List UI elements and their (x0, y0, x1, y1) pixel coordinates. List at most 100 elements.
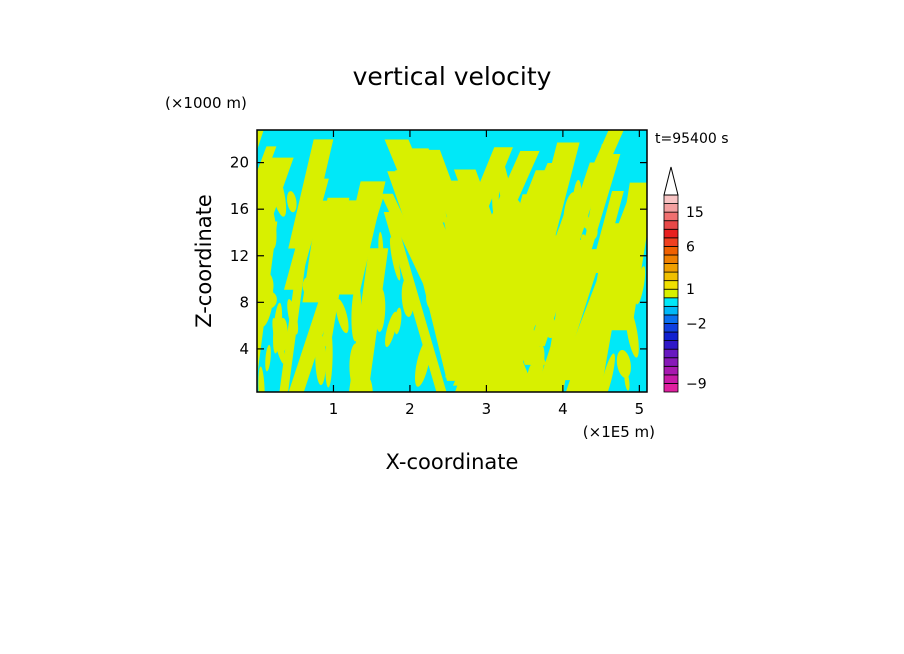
positive-contour-region (530, 337, 536, 359)
positive-contour-region (586, 305, 601, 336)
positive-contour-region (414, 339, 431, 387)
x-unit-label: (×1E5 m) (583, 423, 655, 441)
colorbar-swatch (663, 374, 679, 384)
positive-contour-region (573, 267, 580, 287)
positive-contour-region (257, 202, 267, 229)
positive-contour-region (317, 216, 323, 248)
positive-contour-region (258, 366, 265, 392)
x-tick-label: 3 (482, 400, 492, 418)
positive-contour-region (378, 231, 384, 265)
positive-contour-region (349, 343, 363, 390)
positive-contour-region (302, 200, 343, 303)
positive-contour-region (480, 371, 488, 389)
colorbar-swatch (663, 228, 679, 239)
y-axis-label: Z-coordinate (192, 194, 216, 328)
positive-contour-region (268, 163, 287, 217)
positive-contour-region (427, 256, 435, 297)
positive-contour-region (420, 207, 434, 225)
colorbar-swatch (663, 297, 679, 307)
y-axis: 4 8 12 16 20 (230, 154, 647, 358)
positive-contour-region (305, 204, 314, 223)
y-tick-label: 20 (230, 154, 249, 172)
colorbar-swatch (663, 220, 679, 230)
colorbar-tick-label: 1 (686, 282, 695, 298)
colorbar: 15 6 1 −2 −9 (663, 166, 707, 393)
positive-contour-region (484, 151, 540, 233)
x-tick-label: 5 (635, 400, 645, 418)
positive-contour-region (367, 378, 373, 392)
colorbar-tick-label: −2 (686, 316, 707, 332)
x-tick-label: 2 (405, 400, 415, 418)
positive-contour-region (520, 232, 533, 262)
positive-contour-region (584, 349, 598, 390)
positive-contour-region (286, 191, 297, 213)
colorbar-swatch (663, 348, 679, 359)
x-axis: 1 2 3 4 5 (329, 130, 644, 418)
positive-contour-region (564, 342, 571, 369)
y-tick-label: 8 (239, 293, 249, 311)
positive-contour-region (445, 214, 458, 264)
colorbar-swatch (663, 263, 679, 273)
colorbar-swatch (663, 314, 679, 324)
positive-contour-region (265, 344, 271, 372)
colorbar-swatch (663, 203, 679, 213)
positive-contour-region (531, 345, 545, 391)
positive-contour-region (413, 189, 422, 222)
colorbar-swatch (663, 280, 679, 290)
positive-contour-region (499, 273, 510, 309)
positive-contour-region (313, 259, 325, 289)
positive-contour-region (302, 277, 312, 294)
y-tick-label: 12 (230, 247, 249, 265)
positive-contour-region (263, 292, 277, 309)
positive-contour-region (394, 307, 402, 335)
positive-contour-region (401, 278, 414, 317)
positive-contour-region (339, 219, 348, 270)
positive-contour-region (580, 234, 589, 256)
colorbar-tick-label: −9 (686, 376, 707, 392)
positive-contour-region (279, 212, 313, 392)
colorbar-swatch (663, 245, 679, 256)
positive-contour-region (492, 166, 500, 216)
colorbar-swatch (663, 357, 679, 367)
positive-contour-region (545, 190, 554, 225)
colorbar-swatch (663, 288, 679, 299)
colorbar-tick-label: 15 (686, 205, 704, 221)
plot-frame (256, 129, 648, 393)
positive-contour-region (581, 185, 589, 229)
positive-contour-region (315, 333, 326, 386)
chart-title: vertical velocity (353, 62, 552, 91)
positive-contour-region (555, 265, 571, 312)
positive-contour-region (325, 327, 333, 388)
time-label: t=95400 s (655, 131, 729, 147)
colorbar-swatch (663, 331, 679, 342)
colorbar-swatch (663, 383, 679, 393)
positive-contour-region (523, 238, 537, 297)
positive-contour-region (504, 261, 516, 281)
y-tick-label: 4 (239, 340, 249, 358)
colorbar-swatch (663, 194, 679, 204)
positive-contour-region (389, 237, 401, 281)
positive-contour-region (438, 254, 451, 303)
positive-contour-region (461, 319, 470, 372)
positive-contour-region (509, 199, 523, 255)
positive-contour-region (452, 218, 536, 386)
positive-contour-region (572, 179, 582, 221)
positive-contour-region (272, 317, 285, 364)
positive-contour-region (450, 290, 466, 336)
plot-area (256, 129, 648, 393)
positive-contour-region (550, 225, 563, 282)
positive-contour-region (585, 216, 598, 240)
positive-contour-region (543, 314, 557, 339)
colorbar-tick-label: 6 (686, 239, 695, 255)
x-tick-label: 4 (558, 400, 568, 418)
positive-contour-region (335, 298, 349, 334)
colorbar-swatch (663, 323, 679, 333)
positive-contour-region (384, 139, 459, 262)
field-stripes (257, 130, 647, 392)
colorbar-swatch (663, 237, 679, 247)
positive-contour-region (528, 276, 543, 331)
colorbar-extend-arrow (663, 166, 679, 196)
positive-contour-region (508, 272, 526, 328)
positive-contour-region (404, 175, 414, 210)
positive-contour-region (589, 191, 624, 274)
